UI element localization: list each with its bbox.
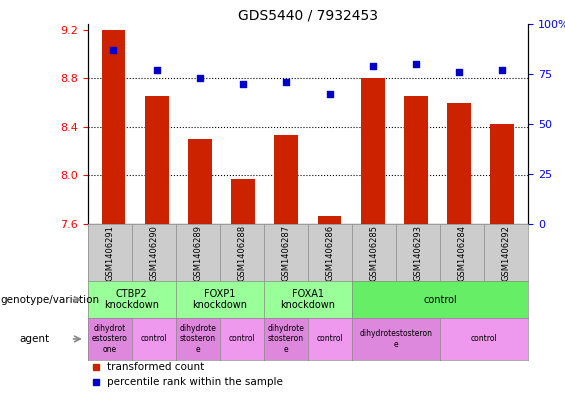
Title: GDS5440 / 7932453: GDS5440 / 7932453 xyxy=(238,8,378,22)
Text: control: control xyxy=(471,334,498,343)
Text: genotype/variation: genotype/variation xyxy=(0,295,99,305)
Bar xyxy=(145,96,168,224)
Text: FOXP1
knockdown: FOXP1 knockdown xyxy=(192,289,247,310)
Text: control: control xyxy=(140,334,167,343)
Text: dihydrot
estostero
one: dihydrot estostero one xyxy=(92,324,128,354)
Text: GSM1406284: GSM1406284 xyxy=(458,225,467,281)
Point xyxy=(195,75,205,81)
Bar xyxy=(188,139,212,224)
Text: dihydrote
stosteron
e: dihydrote stosteron e xyxy=(179,324,216,354)
Text: GSM1406288: GSM1406288 xyxy=(237,225,246,281)
Text: GSM1406285: GSM1406285 xyxy=(370,225,379,281)
Point xyxy=(411,61,420,67)
Point xyxy=(498,66,507,73)
Text: agent: agent xyxy=(20,334,50,344)
Text: GSM1406290: GSM1406290 xyxy=(149,225,158,281)
Point xyxy=(325,91,334,97)
Text: control: control xyxy=(228,334,255,343)
Text: GSM1406287: GSM1406287 xyxy=(281,225,290,281)
Bar xyxy=(404,96,428,224)
Text: FOXA1
knockdown: FOXA1 knockdown xyxy=(280,289,336,310)
Text: CTBP2
knockdown: CTBP2 knockdown xyxy=(104,289,159,310)
Point xyxy=(455,68,464,75)
Point xyxy=(238,81,247,87)
Text: transformed count: transformed count xyxy=(107,362,205,372)
Point xyxy=(109,46,118,53)
Point xyxy=(152,66,161,73)
Text: GSM1406289: GSM1406289 xyxy=(193,225,202,281)
Bar xyxy=(447,103,471,224)
Bar xyxy=(361,78,385,224)
Text: dihydrotestosteron
e: dihydrotestosteron e xyxy=(359,329,433,349)
Text: dihydrote
stosteron
e: dihydrote stosteron e xyxy=(267,324,305,354)
Text: GSM1406291: GSM1406291 xyxy=(105,225,114,281)
Text: percentile rank within the sample: percentile rank within the sample xyxy=(107,377,283,387)
Text: GSM1406292: GSM1406292 xyxy=(502,225,511,281)
Text: control: control xyxy=(316,334,344,343)
Bar xyxy=(231,179,255,224)
Point xyxy=(368,62,377,69)
Text: GSM1406286: GSM1406286 xyxy=(325,225,334,281)
Text: control: control xyxy=(423,295,457,305)
Bar xyxy=(275,135,298,224)
Bar xyxy=(490,125,514,224)
Bar xyxy=(318,215,341,224)
Text: GSM1406293: GSM1406293 xyxy=(414,225,423,281)
Point xyxy=(282,79,291,85)
Bar xyxy=(102,29,125,224)
